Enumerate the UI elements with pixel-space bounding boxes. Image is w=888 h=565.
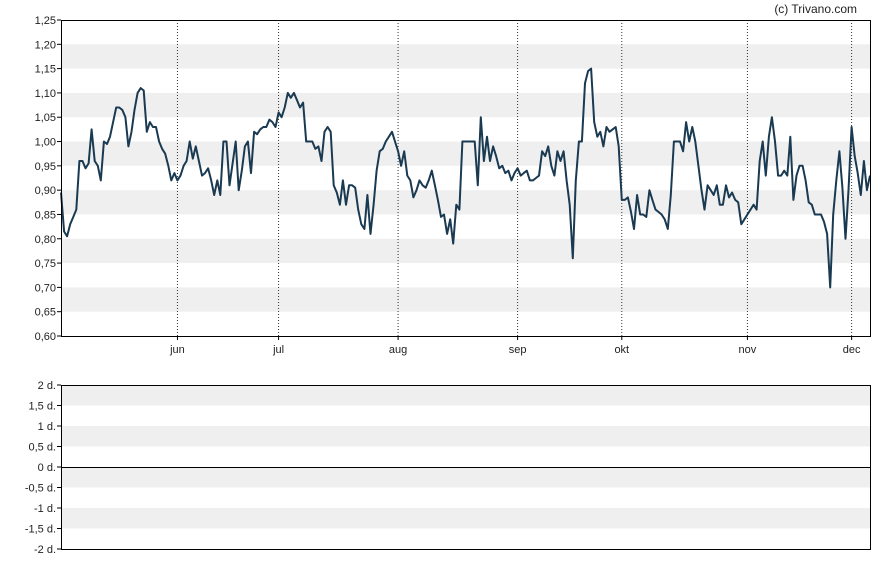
sub-y-axis: 2 d. 1,5 d. 1 d. 0,5 d. 0 d. -0,5 d. -1 d. -1,5… (25, 380, 61, 556)
price-series-line (60, 67, 871, 289)
x-tick-label: jun (169, 344, 185, 356)
y-tick-label: 0,60 (35, 331, 56, 343)
grid-band (61, 238, 870, 264)
x-tick-label: jul (272, 344, 284, 356)
y-tick-label: 1,25 (35, 15, 56, 27)
main-chart-frame (61, 20, 871, 337)
y-tick-label: 0 d. (38, 462, 56, 474)
y-tick-label: 1,10 (35, 88, 56, 100)
x-tick-label: dec (843, 344, 861, 356)
y-tick-label: 0,85 (35, 209, 56, 221)
y-tick-label: 0,5 d. (28, 442, 56, 454)
grid-band (61, 44, 870, 69)
grid-band (61, 508, 870, 529)
y-tick-label: 1,20 (35, 39, 56, 51)
y-tick-label: 0,75 (35, 258, 56, 270)
grid-band (61, 287, 870, 312)
y-tick-label: 0,90 (35, 185, 56, 197)
y-tick-label: 0,70 (35, 282, 56, 294)
sub-grid-bands (61, 385, 870, 529)
grid-band (61, 190, 870, 215)
main-chart: 1,25 1,20 1,15 1,10 1,05 1,00 0,95 0,90 0,85 0,80… (35, 15, 871, 356)
grid-band (61, 426, 870, 447)
y-tick-label: -1,5 d. (25, 524, 56, 536)
sub-chart: 2 d. 1,5 d. 1 d. 0,5 d. 0 d. -0,5 d. -1 d. -1,5… (25, 380, 871, 556)
grid-band (61, 385, 870, 406)
y-tick-label: -0,5 d. (25, 483, 56, 495)
y-tick-label: -2 d. (34, 544, 56, 556)
main-grid-bands (61, 44, 870, 312)
sub-chart-frame (61, 385, 871, 550)
y-tick-label: 1,15 (35, 64, 56, 76)
grid-band (61, 92, 870, 118)
y-tick-label: 1,5 d. (28, 401, 56, 413)
x-tick-label: aug (389, 344, 407, 356)
y-tick-label: 0,95 (35, 161, 56, 173)
main-x-axis: junjulaugsepoktnovdec2025febmrtapr (169, 336, 861, 356)
y-tick-label: 0,65 (35, 307, 56, 319)
grid-band (61, 467, 870, 488)
y-tick-label: 2 d. (38, 380, 56, 392)
x-tick-label: sep (509, 344, 527, 356)
y-tick-label: 1 d. (38, 421, 56, 433)
y-tick-label: -1 d. (34, 503, 56, 515)
copyright-label: (c) Trivano.com (774, 2, 857, 16)
y-tick-label: 1,05 (35, 112, 56, 124)
grid-band (61, 141, 870, 166)
x-tick-label: okt (614, 344, 629, 356)
y-tick-label: 1,00 (35, 137, 56, 149)
y-tick-label: 0,80 (35, 234, 56, 246)
x-tick-label: nov (739, 344, 757, 356)
main-y-axis: 1,25 1,20 1,15 1,10 1,05 1,00 0,95 0,90 0,85 0,80… (35, 15, 61, 343)
